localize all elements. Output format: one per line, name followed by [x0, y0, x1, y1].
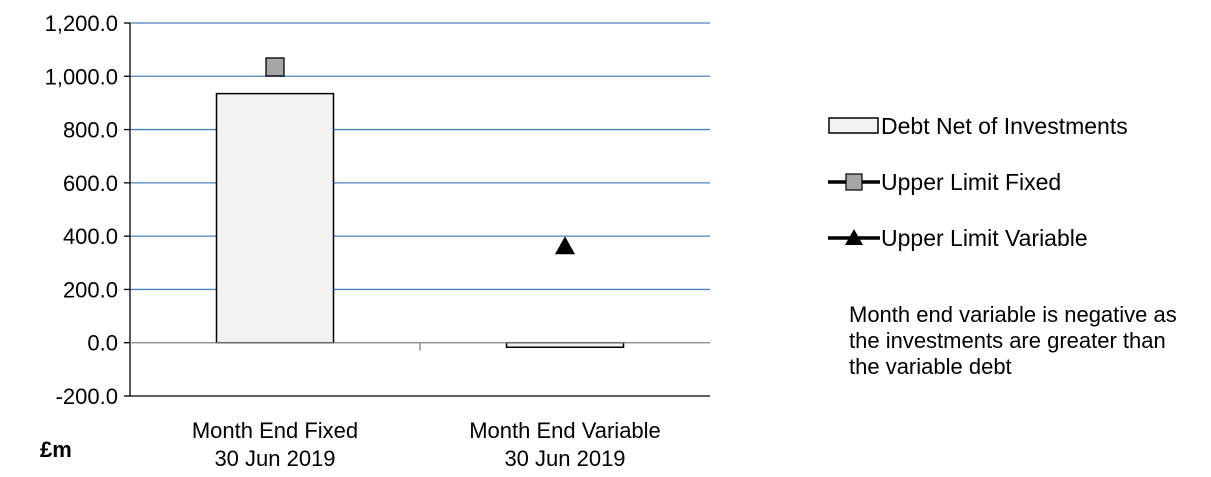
y-tick-label: 800.0: [63, 118, 118, 143]
x-category-label: Month End Fixed: [192, 418, 358, 443]
legend-bar-swatch: [828, 117, 879, 134]
legend-label: Debt Net of Investments: [881, 113, 1128, 139]
bars: [215, 92, 625, 348]
y-tick-label: 600.0: [63, 171, 118, 196]
axes: [124, 22, 710, 397]
upper-limit-fixed-marker: [265, 57, 285, 77]
y-tick-label: 0.0: [87, 331, 118, 356]
upper-limit-variable-marker: [555, 236, 575, 255]
legend-label: Upper Limit Fixed: [881, 169, 1062, 195]
y-tick-labels: -200.0 0.0 200.0 400.0 600.0 800.0 1,000.0 1,20…: [45, 11, 118, 409]
y-tick-label: -200.0: [56, 384, 118, 409]
y-tick-label: 1,000.0: [45, 64, 118, 89]
legend-square-marker-icon: [828, 173, 880, 191]
x-category-labels: Month End Fixed 30 Jun 2019 Month End Vari…: [192, 418, 661, 471]
legend-triangle-marker-icon: [828, 229, 880, 245]
x-category-date: 30 Jun 2019: [504, 446, 625, 471]
y-tick-label: 200.0: [63, 277, 118, 302]
legend-label: Upper Limit Variable: [881, 225, 1088, 251]
x-category-label: Month End Variable: [469, 418, 661, 443]
x-category-date: 30 Jun 2019: [214, 446, 335, 471]
bar: [505, 341, 625, 348]
markers: [265, 57, 575, 255]
y-unit-label: £m: [40, 437, 72, 462]
chart-note: Month end variable is negative as the in…: [849, 302, 1177, 379]
bar: [215, 92, 335, 344]
y-tick-label: 400.0: [63, 224, 118, 249]
chart: -200.0 0.0 200.0 400.0 600.0 800.0 1,000.0 1,20…: [40, 11, 710, 471]
y-tick-label: 1,200.0: [45, 11, 118, 36]
